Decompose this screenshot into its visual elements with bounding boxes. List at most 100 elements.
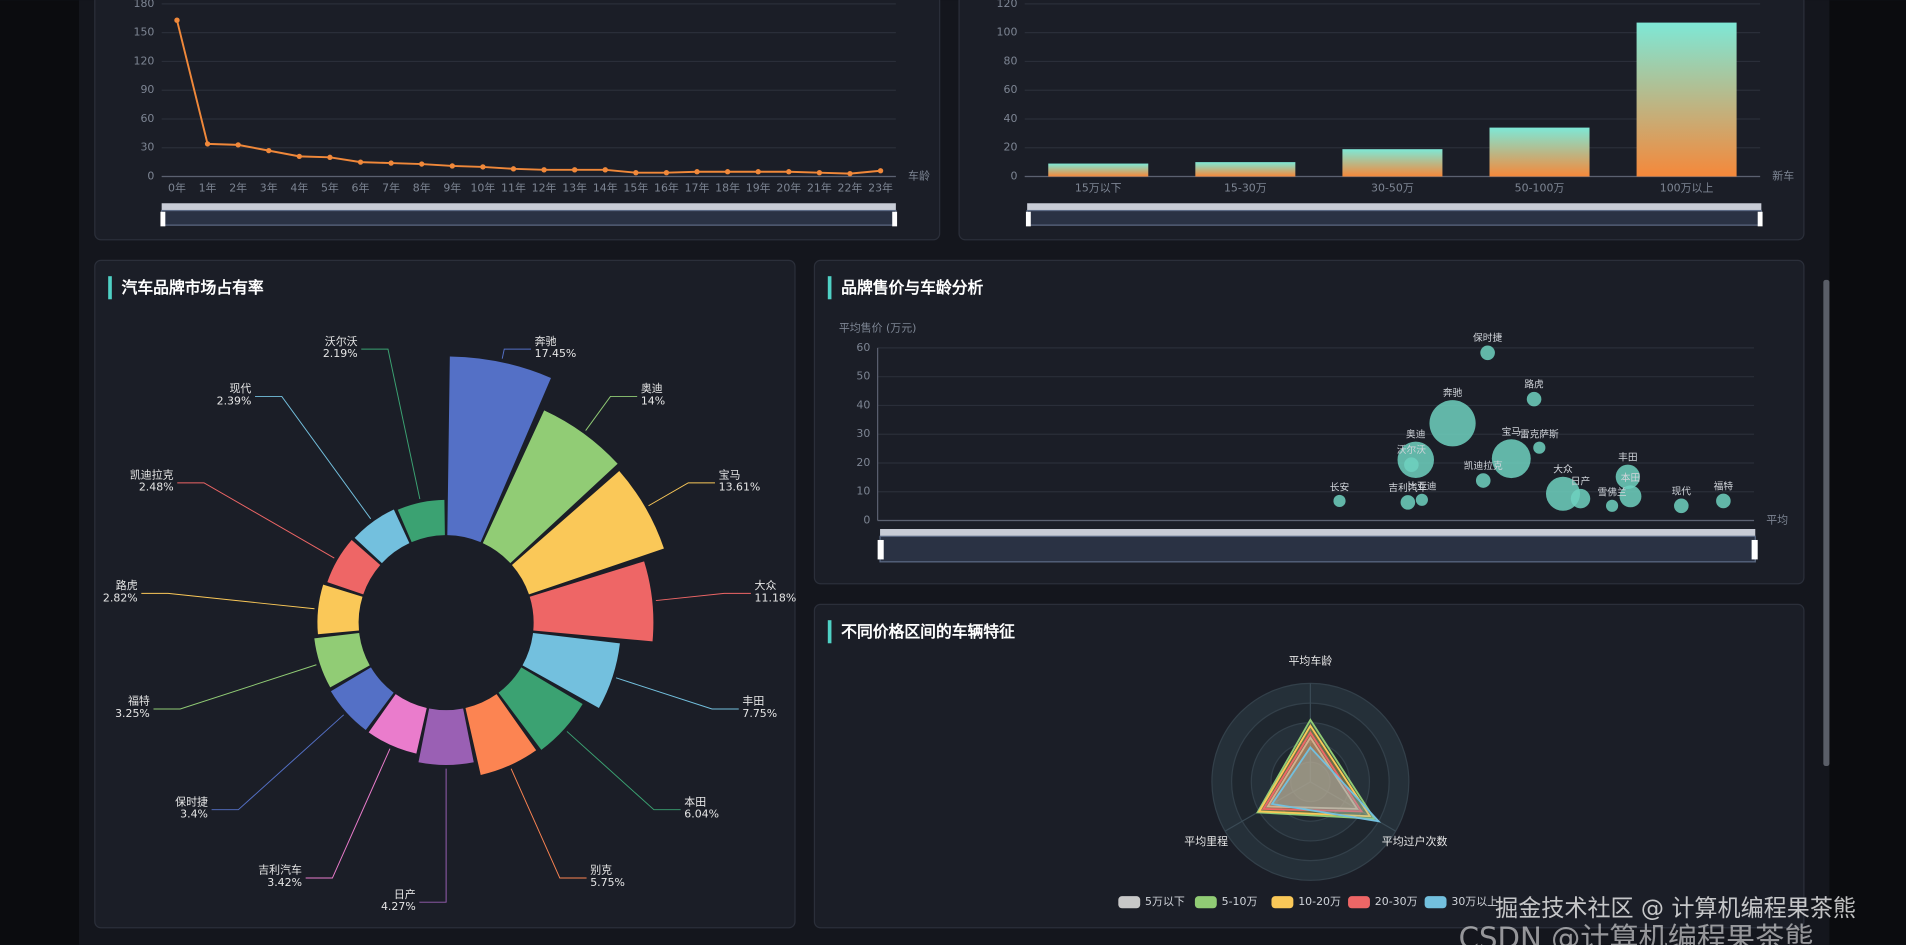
slider-handle[interactable] <box>1757 211 1763 227</box>
slice-value: 11.18% <box>755 591 797 604</box>
bubble-label: 奔驰 <box>1443 386 1463 399</box>
point <box>449 163 455 169</box>
legend-label: 30万以上 <box>1451 895 1498 908</box>
point <box>480 164 486 170</box>
label-line <box>419 768 447 903</box>
slider-track[interactable] <box>161 209 897 226</box>
slice-value: 4.27% <box>381 900 416 913</box>
x-tick-label: 3年 <box>260 181 278 195</box>
slice-label: 丰田 <box>742 695 764 708</box>
point <box>633 170 639 176</box>
legend-swatch <box>1194 896 1217 909</box>
rose-slice <box>418 708 474 765</box>
panel <box>958 0 1805 241</box>
x-tick-label: 16年 <box>654 181 679 195</box>
x-tick-label: 21年 <box>807 181 832 195</box>
slider-handle[interactable] <box>892 211 898 227</box>
label-line <box>255 395 372 520</box>
y-tick-label: 20 <box>1004 141 1018 154</box>
bubble <box>1533 441 1546 454</box>
label-line <box>615 677 739 710</box>
scrollbar[interactable] <box>1823 279 1830 767</box>
legend-label: 20-30万 <box>1375 895 1418 908</box>
x-tick-label: 15年 <box>623 181 648 195</box>
x-tick-label: 100万以上 <box>1660 182 1714 195</box>
slider-handle[interactable] <box>877 539 884 560</box>
bubble-label: 保时捷 <box>1473 331 1502 344</box>
label-line <box>655 592 751 602</box>
y-tick-label: 0 <box>1010 170 1017 183</box>
point <box>204 141 211 147</box>
slider-handle[interactable] <box>1025 211 1031 227</box>
point <box>571 167 578 173</box>
x-tick-label: 12年 <box>532 181 557 195</box>
radar-axis <box>1310 781 1396 832</box>
x-tick-label: 7年 <box>382 181 400 195</box>
rose-slice <box>522 632 620 709</box>
y-tick-label: 20 <box>856 456 870 469</box>
line <box>176 19 881 175</box>
watermark: 掘金技术社区 @ 计算机编程果茶熊 <box>1495 896 1856 922</box>
bubble-label: 丰田 <box>1618 450 1637 463</box>
y-tick-label: 150 <box>133 26 154 39</box>
y-tick-label: 100 <box>997 26 1018 39</box>
slice-value: 14% <box>641 394 665 407</box>
slider-bar[interactable] <box>880 529 1756 537</box>
slider-track[interactable] <box>1026 209 1762 226</box>
label-line <box>305 748 391 879</box>
slider-bar[interactable] <box>161 203 896 211</box>
point <box>235 142 241 148</box>
x-tick-label: 2年 <box>229 181 247 195</box>
x-tick-label: 0年 <box>168 181 186 195</box>
bar <box>1636 22 1737 177</box>
slider-bar[interactable] <box>1027 203 1762 211</box>
slice-value: 2.82% <box>103 591 138 604</box>
point <box>266 147 272 154</box>
title-bar <box>827 620 832 644</box>
x-tick-label: 20年 <box>776 181 801 195</box>
slice-label: 现代 <box>230 382 252 395</box>
point <box>786 169 792 175</box>
bubble <box>1491 439 1531 479</box>
slice-label: 路虎 <box>116 579 138 592</box>
panel <box>94 0 941 241</box>
bubble <box>1605 499 1619 512</box>
y-tick-label: 120 <box>997 0 1018 10</box>
x-tick-label: 13年 <box>562 181 587 195</box>
slice-label: 宝马 <box>719 468 741 482</box>
zoom-slider[interactable] <box>877 529 1758 563</box>
bar <box>1342 149 1443 177</box>
slice-label: 奔驰 <box>535 334 557 348</box>
title-bar <box>108 276 112 300</box>
slider-handle[interactable] <box>160 211 166 227</box>
label-line <box>510 768 587 879</box>
slice-label: 本田 <box>684 794 706 808</box>
y-tick-label: 30 <box>856 427 870 440</box>
slider-track[interactable] <box>879 535 1756 563</box>
bar <box>1048 163 1149 177</box>
slice-label: 凯迪拉克 <box>130 468 174 482</box>
radar-indicator: 平均车龄 <box>1289 654 1333 668</box>
bubble-label: 雪佛兰 <box>1597 485 1626 498</box>
bubble-label: 福特 <box>1714 479 1734 492</box>
zoom-slider[interactable] <box>160 203 898 227</box>
rose-slice <box>317 584 363 635</box>
zoom-slider[interactable] <box>1025 203 1763 227</box>
bubble-label: 大众 <box>1553 462 1573 475</box>
x-tick-label: 23年 <box>868 181 893 195</box>
rose-slice <box>368 694 427 754</box>
panel <box>94 259 796 929</box>
right-strip <box>1829 0 1906 945</box>
y-tick-label: 40 <box>1004 112 1018 125</box>
x-tick-label: 50-100万 <box>1515 182 1565 195</box>
x-axis-label: 新车 <box>1772 169 1794 183</box>
y-tick-label: 60 <box>140 112 154 125</box>
bubble <box>1716 493 1731 509</box>
slice-label: 大众 <box>755 578 777 592</box>
bubble <box>1429 400 1476 447</box>
slice-value: 3.4% <box>180 808 208 821</box>
slider-handle[interactable] <box>1751 539 1758 560</box>
panel-title: 品牌售价与车龄分析 <box>841 278 983 297</box>
bubble <box>1480 345 1495 361</box>
